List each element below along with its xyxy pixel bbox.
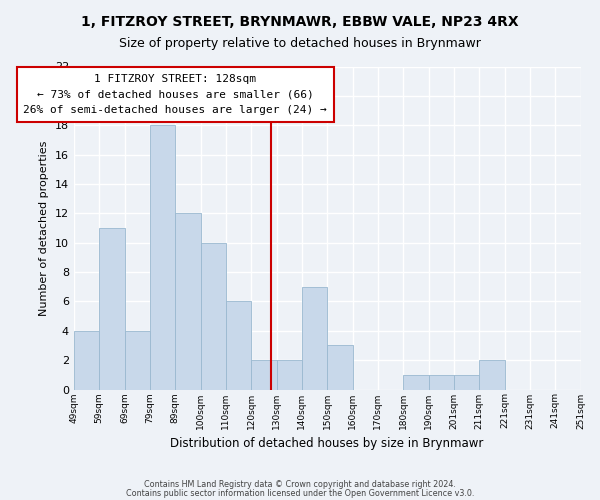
Bar [479,360,505,390]
Bar [277,360,302,390]
Bar [200,242,226,390]
Y-axis label: Number of detached properties: Number of detached properties [39,140,49,316]
X-axis label: Distribution of detached houses by size in Brynmawr: Distribution of detached houses by size … [170,437,484,450]
Bar [226,302,251,390]
Bar [454,375,479,390]
Bar [150,125,175,390]
Bar [251,360,277,390]
Text: 1 FITZROY STREET: 128sqm
← 73% of detached houses are smaller (66)
26% of semi-d: 1 FITZROY STREET: 128sqm ← 73% of detach… [23,74,327,115]
Bar [327,346,353,390]
Text: Contains HM Land Registry data © Crown copyright and database right 2024.: Contains HM Land Registry data © Crown c… [144,480,456,489]
Bar [428,375,454,390]
Bar [403,375,428,390]
Bar [125,331,150,390]
Text: Contains public sector information licensed under the Open Government Licence v3: Contains public sector information licen… [126,489,474,498]
Bar [99,228,125,390]
Text: Size of property relative to detached houses in Brynmawr: Size of property relative to detached ho… [119,38,481,51]
Bar [74,331,99,390]
Bar [175,214,200,390]
Bar [302,286,327,390]
Text: 1, FITZROY STREET, BRYNMAWR, EBBW VALE, NP23 4RX: 1, FITZROY STREET, BRYNMAWR, EBBW VALE, … [81,15,519,29]
